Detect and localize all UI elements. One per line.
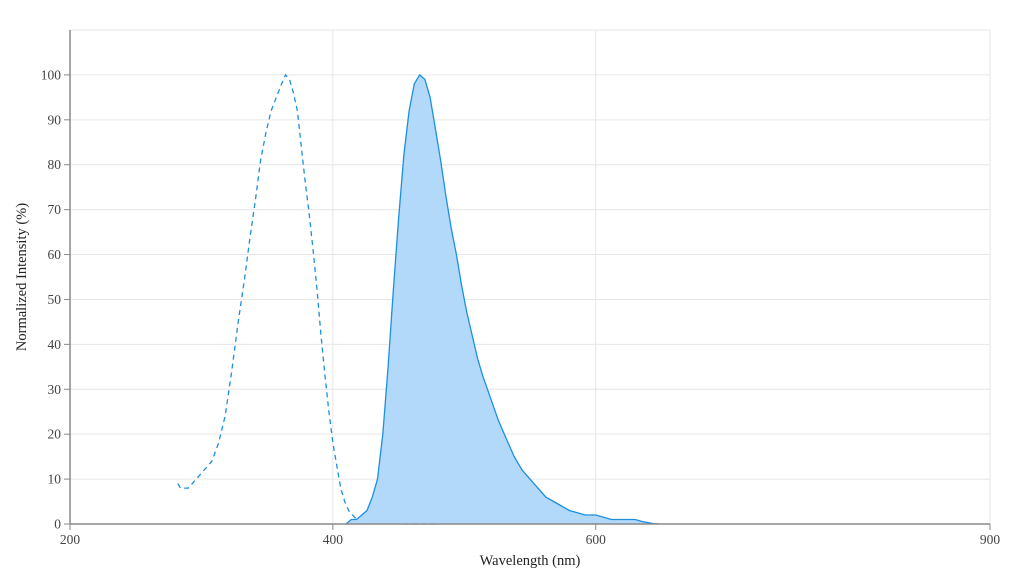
x-tick-label: 600 — [586, 532, 607, 547]
y-tick-label: 50 — [48, 292, 62, 307]
tick-labels: 0 10 20 30 40 50 60 70 80 90 100 200 400 600 900 — [41, 67, 1001, 547]
y-tick-label: 90 — [48, 112, 62, 127]
series-area-fill-1 — [346, 74, 659, 525]
x-axis-title: Wavelength (nm) — [480, 553, 581, 569]
x-tick-label: 900 — [980, 532, 1001, 547]
y-tick-label: 0 — [54, 517, 61, 532]
y-tick-label: 10 — [48, 472, 62, 487]
series-group — [177, 73, 659, 525]
y-tick-label: 40 — [48, 337, 62, 352]
axes — [64, 30, 991, 530]
y-tick-label: 100 — [41, 67, 62, 82]
y-tick-label: 60 — [48, 247, 62, 262]
y-tick-label: 30 — [48, 382, 62, 397]
y-tick-label: 80 — [48, 157, 62, 172]
y-axis-title: Normalized Intensity (%) — [14, 203, 30, 351]
x-tick-label: 200 — [60, 532, 81, 547]
y-tick-label: 20 — [48, 427, 62, 442]
series-line-1 — [345, 73, 659, 525]
series-dashed-line-0 — [177, 73, 438, 525]
grid-lines — [70, 29, 991, 524]
y-tick-label: 70 — [48, 202, 62, 217]
x-tick-label: 400 — [323, 532, 344, 547]
